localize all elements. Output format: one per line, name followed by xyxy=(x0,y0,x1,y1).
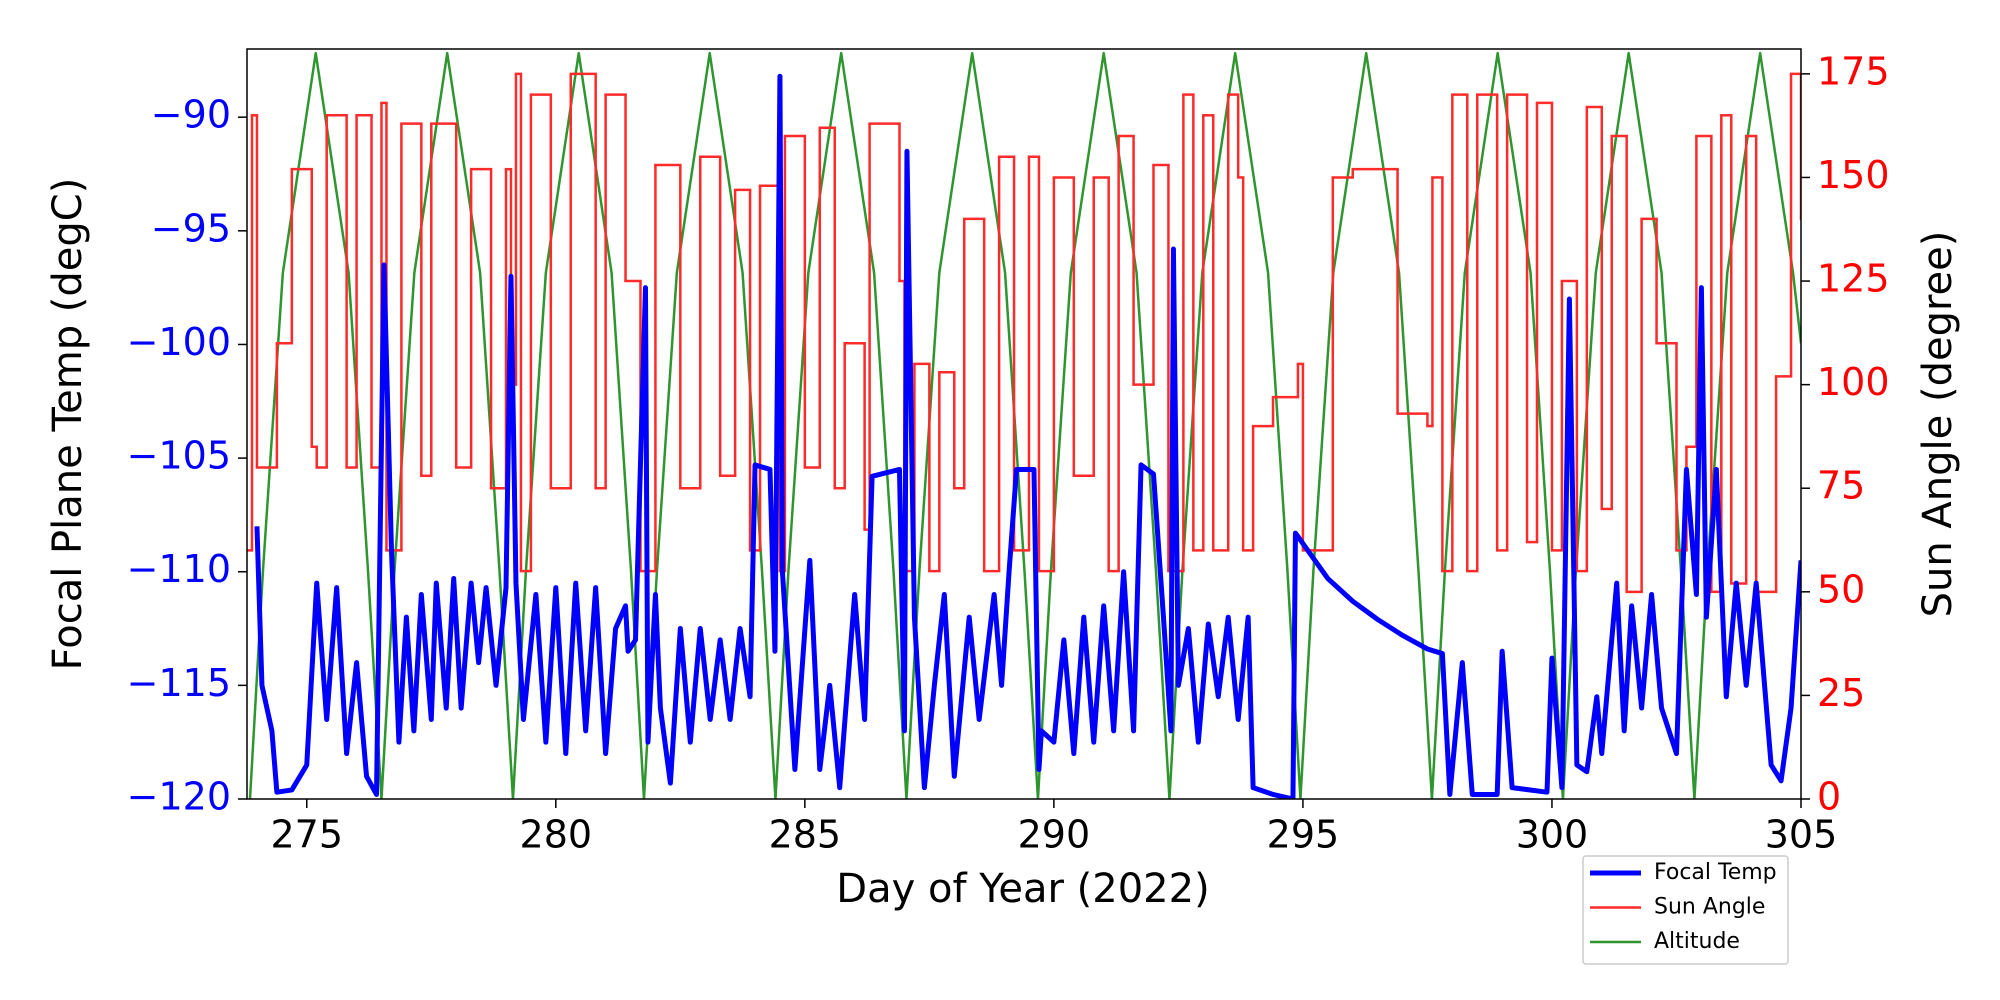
y2-axis-label: Sun Angle (degree) xyxy=(1915,231,1961,618)
plot-area xyxy=(247,51,1801,799)
plot-frame xyxy=(246,48,1802,800)
legend: Focal Temp Sun Angle Altitude xyxy=(1582,855,1789,965)
y2-tick-label: 75 xyxy=(1817,464,1865,508)
y-tick-label: −115 xyxy=(127,661,231,705)
series-line xyxy=(254,73,1801,799)
y2-tick-label: 125 xyxy=(1817,257,1890,301)
x-tick-label: 290 xyxy=(1018,813,1091,857)
y2-tick-label: 150 xyxy=(1817,153,1890,197)
y2-tick-label: 25 xyxy=(1817,671,1865,715)
legend-label: Focal Temp xyxy=(1654,860,1777,885)
y-tick-label: −95 xyxy=(151,206,231,250)
y2-tick-label: 50 xyxy=(1817,567,1865,611)
y2-tick-label: 0 xyxy=(1817,775,1841,819)
x-tick-label: 295 xyxy=(1267,813,1340,857)
series-line xyxy=(248,51,1801,799)
y2-tick-label: 100 xyxy=(1817,360,1890,404)
x-axis-label: Day of Year (2022) xyxy=(836,866,1209,912)
y-tick-label: −100 xyxy=(127,320,231,364)
legend-label: Sun Angle xyxy=(1654,895,1765,920)
y-tick-label: −110 xyxy=(127,547,231,591)
legend-label: Altitude xyxy=(1654,929,1740,954)
x-tick-label: 305 xyxy=(1765,813,1838,857)
y-tick-label: −90 xyxy=(151,93,231,137)
y-axis-label: Focal Plane Temp (degC) xyxy=(45,178,91,671)
y2-tick-label: 175 xyxy=(1817,49,1890,93)
x-tick-label: 285 xyxy=(769,813,842,857)
y-tick-label: −120 xyxy=(127,775,231,819)
legend-box xyxy=(1582,855,1789,965)
y-tick-label: −105 xyxy=(127,434,231,478)
x-tick-label: 300 xyxy=(1516,813,1589,857)
x-tick-label: 280 xyxy=(520,813,593,857)
x-tick-label: 275 xyxy=(271,813,344,857)
